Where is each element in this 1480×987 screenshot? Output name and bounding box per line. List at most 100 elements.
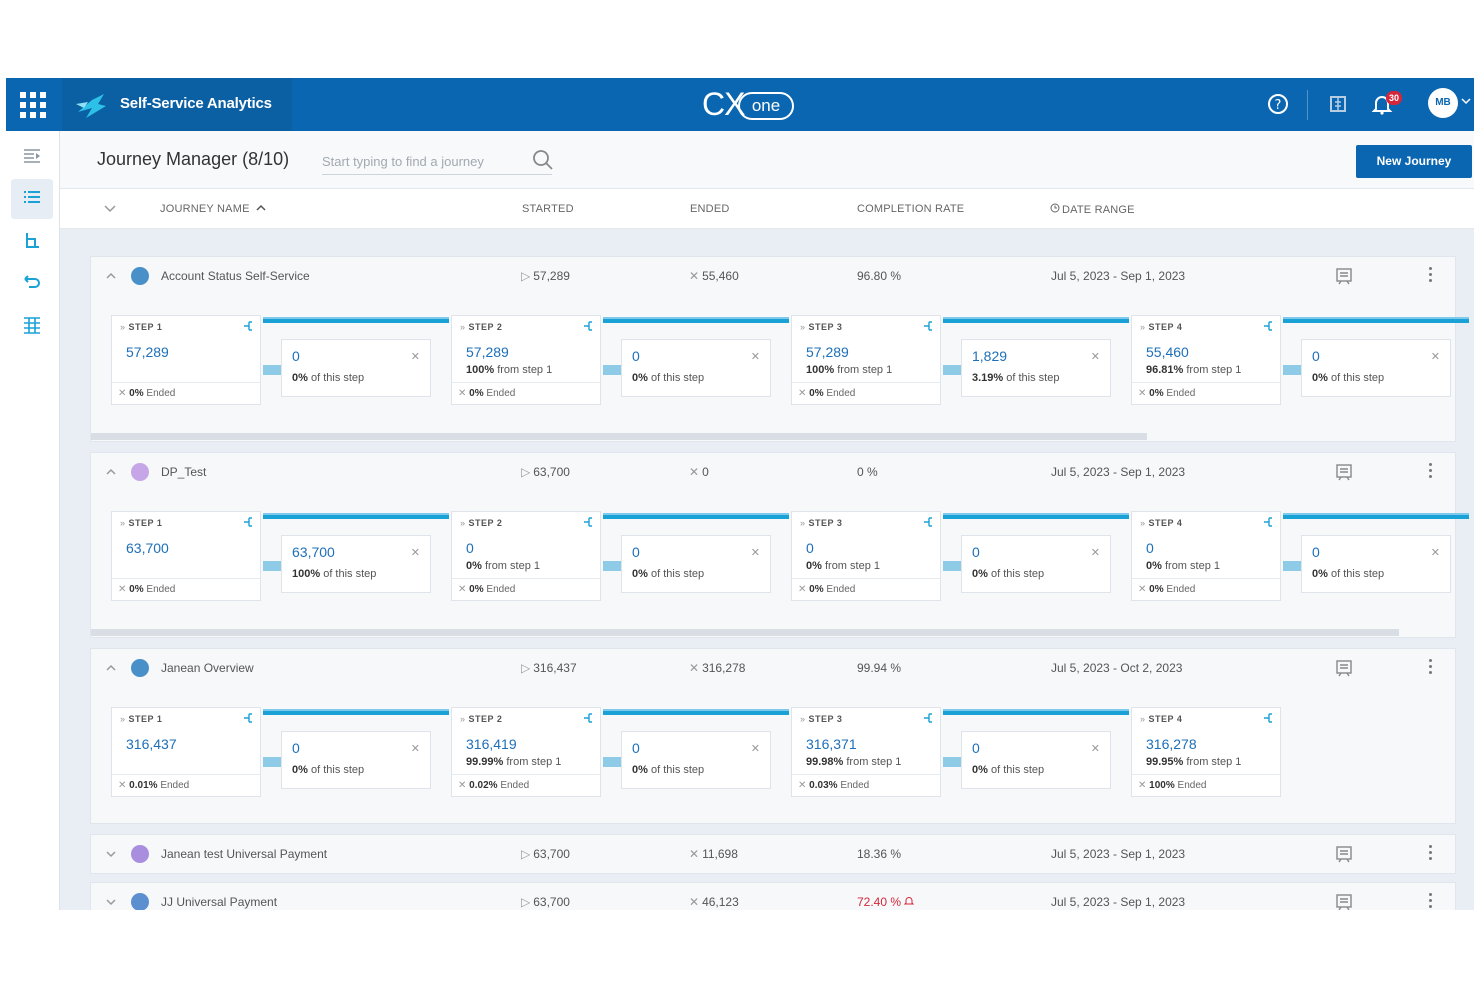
notifications-bell-icon[interactable]: [1370, 92, 1394, 116]
rail-collapse-menu[interactable]: [11, 137, 53, 177]
more-vertical-icon[interactable]: [1427, 267, 1433, 285]
step-card[interactable]: » STEP 2 57,289 100% from step 1 ✕ 0% End…: [451, 315, 601, 405]
drop-off-x-icon: ✕: [1430, 547, 1440, 559]
chevron-up-icon[interactable]: [105, 270, 117, 282]
drop-off-card[interactable]: 0 ✕ 0% of this step: [1301, 339, 1451, 397]
expand-all-chevron-icon[interactable]: [104, 204, 116, 214]
journey-started: ▷ 57,289: [521, 269, 570, 283]
horizontal-scrollbar[interactable]: [91, 629, 1399, 636]
journey-name[interactable]: Janean Overview: [161, 661, 254, 675]
step-card[interactable]: » STEP 3 57,289 100% from step 1 ✕ 0% End…: [791, 315, 941, 405]
drop-off-x-icon: ✕: [750, 743, 760, 755]
journey-started: ▷ 63,700: [521, 847, 570, 861]
connector-stub: [263, 365, 281, 375]
branch-icon[interactable]: [582, 712, 594, 724]
step-label: » STEP 1: [120, 714, 162, 724]
step-card[interactable]: » STEP 3 316,371 99.98% from step 1 ✕ 0.0…: [791, 707, 941, 797]
drop-off-card[interactable]: 0 ✕ 0% of this step: [621, 339, 771, 397]
step-card[interactable]: » STEP 2 0 0% from step 1 ✕ 0% Ended: [451, 511, 601, 601]
ended-x-icon: ✕: [689, 661, 700, 675]
product-switcher[interactable]: Self-Service Analytics: [62, 78, 292, 131]
branch-icon[interactable]: [242, 712, 254, 724]
user-avatar[interactable]: MB: [1428, 88, 1458, 118]
step-card[interactable]: » STEP 1 63,700 ✕ 0% Ended: [111, 511, 261, 601]
branch-icon[interactable]: [922, 712, 934, 724]
branch-icon[interactable]: [242, 320, 254, 332]
journey-ended-value: 55,460: [702, 269, 739, 283]
step-card[interactable]: » STEP 1 57,289 ✕ 0% Ended: [111, 315, 261, 405]
step-card[interactable]: » STEP 2 316,419 99.99% from step 1 ✕ 0.0…: [451, 707, 601, 797]
journey-name[interactable]: DP_Test: [161, 465, 207, 479]
report-icon[interactable]: [1335, 463, 1353, 481]
drop-off-percent-value: 0%: [972, 764, 988, 776]
drop-off-card[interactable]: 0 ✕ 0% of this step: [281, 339, 431, 397]
chevron-down-icon[interactable]: [105, 848, 117, 860]
chevron-down-icon[interactable]: [105, 896, 117, 908]
drop-off-card[interactable]: 0 ✕ 0% of this step: [961, 731, 1111, 789]
rail-table[interactable]: [11, 305, 53, 345]
col-ended[interactable]: ENDED: [690, 203, 730, 215]
more-vertical-icon[interactable]: [1427, 463, 1433, 481]
step-card[interactable]: » STEP 1 316,437 ✕ 0.01% Ended: [111, 707, 261, 797]
agent-icon[interactable]: [1326, 92, 1350, 116]
branch-icon[interactable]: [1262, 320, 1274, 332]
chevron-up-icon[interactable]: [105, 466, 117, 478]
branch-icon[interactable]: [1262, 516, 1274, 528]
branch-icon[interactable]: [582, 516, 594, 528]
col-date-range[interactable]: DATE RANGE: [1050, 203, 1135, 216]
drop-off-card[interactable]: 0 ✕ 0% of this step: [1301, 535, 1451, 593]
more-vertical-icon[interactable]: [1427, 845, 1433, 863]
step-ended-text: Ended: [486, 388, 516, 399]
drop-off-card[interactable]: 0 ✕ 0% of this step: [621, 731, 771, 789]
step-ended: ✕ 0.01% Ended: [112, 774, 260, 796]
journey-summary-row[interactable]: Janean test Universal Payment ▷ 63,700 ✕ 1…: [91, 835, 1455, 873]
step-card[interactable]: » STEP 4 55,460 96.81% from step 1 ✕ 0% E…: [1131, 315, 1281, 405]
step-ended: ✕ 0% Ended: [452, 578, 600, 600]
drop-off-card[interactable]: 0 ✕ 0% of this step: [961, 535, 1111, 593]
drop-off-percent-text: of this step: [310, 764, 365, 776]
report-icon[interactable]: [1335, 267, 1353, 285]
journey-name[interactable]: JJ Universal Payment: [161, 895, 278, 909]
drop-off-percent-value: 0%: [632, 764, 648, 776]
branch-icon[interactable]: [922, 320, 934, 332]
search-input[interactable]: [322, 149, 522, 173]
branch-icon[interactable]: [1262, 712, 1274, 724]
branch-icon[interactable]: [922, 516, 934, 528]
drop-off-card[interactable]: 0 ✕ 0% of this step: [281, 731, 431, 789]
report-icon[interactable]: [1335, 893, 1353, 910]
drop-off-card[interactable]: 0 ✕ 0% of this step: [621, 535, 771, 593]
drop-off-card[interactable]: 63,700 ✕ 100% of this step: [281, 535, 431, 593]
journey-name[interactable]: Janean test Universal Payment: [161, 847, 328, 861]
horizontal-scrollbar[interactable]: [91, 433, 1147, 440]
col-journey-name[interactable]: JOURNEY NAME: [160, 203, 266, 215]
search-icon[interactable]: [532, 149, 554, 171]
more-vertical-icon[interactable]: [1427, 659, 1433, 677]
journey-completion-value: 72.40 %: [857, 895, 902, 909]
app-launcher-icon[interactable]: [20, 92, 46, 118]
chevron-up-icon[interactable]: [105, 662, 117, 674]
step-card[interactable]: » STEP 4 0 0% from step 1 ✕ 0% Ended: [1131, 511, 1281, 601]
report-icon[interactable]: [1335, 845, 1353, 863]
drop-off-card[interactable]: 1,829 ✕ 3.19% of this step: [961, 339, 1111, 397]
journey-summary-row[interactable]: Account Status Self-Service ▷ 57,289 ✕ 55,…: [91, 257, 1455, 295]
col-completion-rate[interactable]: COMPLETION RATE: [857, 203, 965, 215]
journey-summary-row[interactable]: DP_Test ▷ 63,700 ✕ 0 0 % Jul 5, 2023 - Sep…: [91, 453, 1455, 491]
help-icon[interactable]: ?: [1266, 92, 1290, 116]
journey-summary-row[interactable]: JJ Universal Payment ▷ 63,700 ✕ 46,123 72.…: [91, 883, 1455, 910]
journey-summary-row[interactable]: Janean Overview ▷ 316,437 ✕ 316,278 99.94 …: [91, 649, 1455, 687]
rail-flow[interactable]: [11, 221, 53, 261]
branch-icon[interactable]: [242, 516, 254, 528]
rail-journeys-list[interactable]: [11, 179, 53, 219]
report-icon[interactable]: [1335, 659, 1353, 677]
step-card[interactable]: » STEP 4 316,278 99.95% from step 1 ✕ 100…: [1131, 707, 1281, 797]
new-journey-button[interactable]: New Journey: [1356, 145, 1472, 178]
chevron-down-icon[interactable]: [1461, 96, 1471, 106]
journey-name[interactable]: Account Status Self-Service: [161, 269, 310, 283]
branch-icon[interactable]: [582, 320, 594, 332]
step-card[interactable]: » STEP 3 0 0% from step 1 ✕ 0% Ended: [791, 511, 941, 601]
journey-completion: 18.36 %: [857, 847, 901, 861]
rail-paths[interactable]: [11, 263, 53, 303]
step-ended-text: Ended: [1177, 780, 1207, 791]
col-started[interactable]: STARTED: [522, 203, 574, 215]
more-vertical-icon[interactable]: [1427, 893, 1433, 910]
